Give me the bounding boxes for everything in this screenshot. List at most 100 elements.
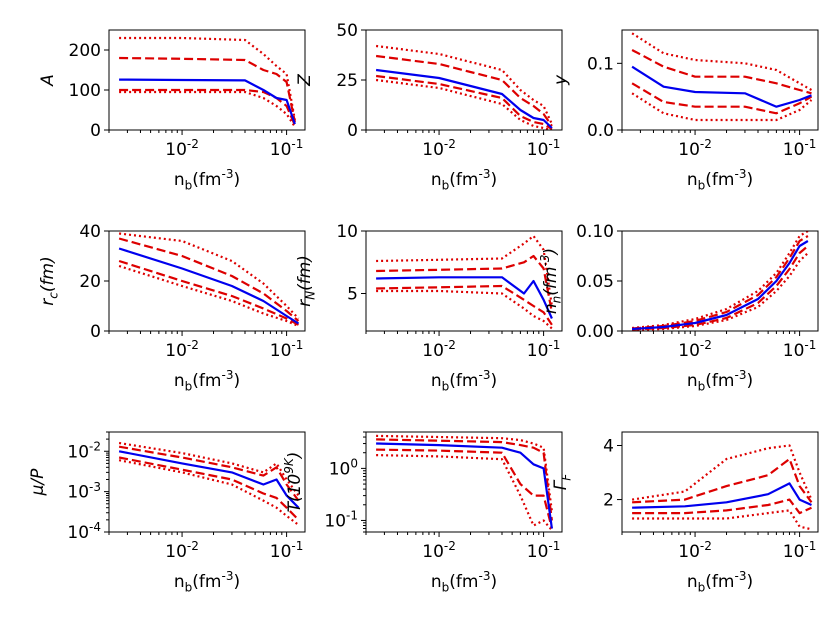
series-lower-95 xyxy=(375,78,553,130)
series-median xyxy=(375,68,553,129)
y-tick-label: 0 xyxy=(347,121,358,141)
axes-frame xyxy=(365,29,563,131)
x-tick-label: 10-2 xyxy=(422,539,456,562)
y-tick-label: 0.00 xyxy=(576,322,614,342)
y-axis-label: nn(fm-3) xyxy=(538,248,563,314)
axes-frame xyxy=(108,230,306,332)
axes-frame xyxy=(108,29,306,131)
y-tick-label: 4 xyxy=(603,437,614,457)
series-upper-68 xyxy=(118,237,300,322)
y-tick-label: 2 xyxy=(603,491,614,511)
y-tick-label: 10-1 xyxy=(324,509,358,532)
x-tick-label: 10-2 xyxy=(678,338,712,361)
y-axis-label: μ/P xyxy=(28,468,48,497)
x-axis-label: nb(fm-3) xyxy=(174,167,240,192)
y-tick-label: 5 xyxy=(347,285,358,305)
y-axis-label: rc(fm) xyxy=(38,256,60,305)
x-axis-label: nb(fm-3) xyxy=(174,368,240,393)
panel-4: 10-2 10-1 nb(fm-3) 0 20 40 rc(fm) xyxy=(38,222,306,393)
y-tick-label: 0 xyxy=(90,322,101,342)
y-tick-label: 0 xyxy=(90,121,101,141)
series-median xyxy=(119,78,296,125)
x-tick-label: 10-1 xyxy=(270,539,304,562)
series-median xyxy=(118,247,300,325)
x-tick-label: 10-2 xyxy=(422,137,456,160)
series-upper-68 xyxy=(631,49,812,95)
y-tick-label: 0.05 xyxy=(576,272,614,292)
series-lower-68 xyxy=(632,245,809,331)
series-lower-95 xyxy=(376,289,553,330)
series-lower-95 xyxy=(632,509,812,531)
series-upper-68 xyxy=(376,438,553,521)
series-upper-95 xyxy=(631,32,813,91)
y-tick-label: 0.1 xyxy=(587,54,614,74)
x-tick-label: 10-1 xyxy=(527,338,561,361)
series-lower-95 xyxy=(376,454,553,531)
series-upper-68 xyxy=(632,235,809,330)
series-upper-95 xyxy=(376,234,553,307)
series-median xyxy=(632,240,809,331)
x-tick-label: 10-2 xyxy=(422,338,456,361)
y-tick-label: 200 xyxy=(69,41,101,61)
panel-3: 10-2 10-1 nb(fm-3) 0.0 0.1 y xyxy=(551,29,819,192)
series-upper-68 xyxy=(119,56,296,123)
y-tick-label: 10-2 xyxy=(67,439,101,462)
x-tick-label: 10-2 xyxy=(678,539,712,562)
x-tick-label: 10-2 xyxy=(678,137,712,160)
series-median xyxy=(376,276,553,319)
x-tick-label: 10-1 xyxy=(270,137,304,160)
series-lower-68 xyxy=(631,82,813,115)
y-tick-label: 50 xyxy=(336,21,358,41)
x-axis-label: nb(fm-3) xyxy=(431,167,497,192)
x-axis-label: nb(fm-3) xyxy=(687,368,753,393)
x-tick-label: 10-1 xyxy=(783,539,817,562)
y-tick-label: 10 xyxy=(336,222,358,242)
axes-frame xyxy=(621,431,819,533)
x-tick-label: 10-2 xyxy=(165,539,199,562)
y-axis-label: Z xyxy=(295,74,315,87)
series-median xyxy=(118,450,300,509)
x-tick-label: 10-2 xyxy=(165,137,199,160)
series-lower-95 xyxy=(631,92,813,122)
y-tick-label: 0.0 xyxy=(587,121,614,141)
axes-frame xyxy=(365,230,563,332)
series-lower-68 xyxy=(632,498,812,515)
series-upper-68 xyxy=(375,54,553,127)
series-lower-68 xyxy=(119,88,296,126)
x-tick-label: 10-1 xyxy=(783,137,817,160)
axes-frame xyxy=(621,29,819,131)
x-axis-label: nb(fm-3) xyxy=(687,167,753,192)
y-axis-label: T(109K) xyxy=(282,452,305,513)
x-tick-label: 10-1 xyxy=(527,539,561,562)
series-median xyxy=(632,482,812,509)
series-lower-95 xyxy=(118,459,300,526)
y-axis-label: ΓF xyxy=(551,473,573,490)
series-lower-68 xyxy=(376,448,553,529)
series-lower-95 xyxy=(119,90,296,128)
series-upper-68 xyxy=(118,445,300,502)
series-upper-95 xyxy=(631,231,809,330)
series-lower-68 xyxy=(376,284,553,326)
x-axis-label: nb(fm-3) xyxy=(431,569,497,594)
x-tick-label: 10-1 xyxy=(270,338,304,361)
series-upper-95 xyxy=(118,232,300,320)
panel-8: 10-2 10-1 nb(fm-3) 10-1 100 T(109K) xyxy=(282,431,563,594)
x-axis-label: nb(fm-3) xyxy=(687,569,753,594)
y-tick-label: 20 xyxy=(79,272,101,292)
x-tick-label: 10-1 xyxy=(783,338,817,361)
series-median xyxy=(376,442,553,529)
series-upper-68 xyxy=(632,457,813,504)
axes-frame xyxy=(365,431,563,533)
y-tick-label: 10-3 xyxy=(67,480,101,503)
y-tick-label: 100 xyxy=(329,457,358,480)
x-tick-label: 10-1 xyxy=(527,137,561,160)
series-lower-68 xyxy=(118,259,300,326)
y-tick-label: 0.10 xyxy=(576,222,614,242)
y-tick-label: 25 xyxy=(336,71,358,91)
y-axis-label: y xyxy=(551,74,571,86)
x-axis-label: nb(fm-3) xyxy=(431,368,497,393)
series-lower-68 xyxy=(118,456,300,521)
series-upper-95 xyxy=(375,44,553,125)
series-lower-95 xyxy=(632,252,809,331)
x-axis-label: nb(fm-3) xyxy=(174,569,240,594)
